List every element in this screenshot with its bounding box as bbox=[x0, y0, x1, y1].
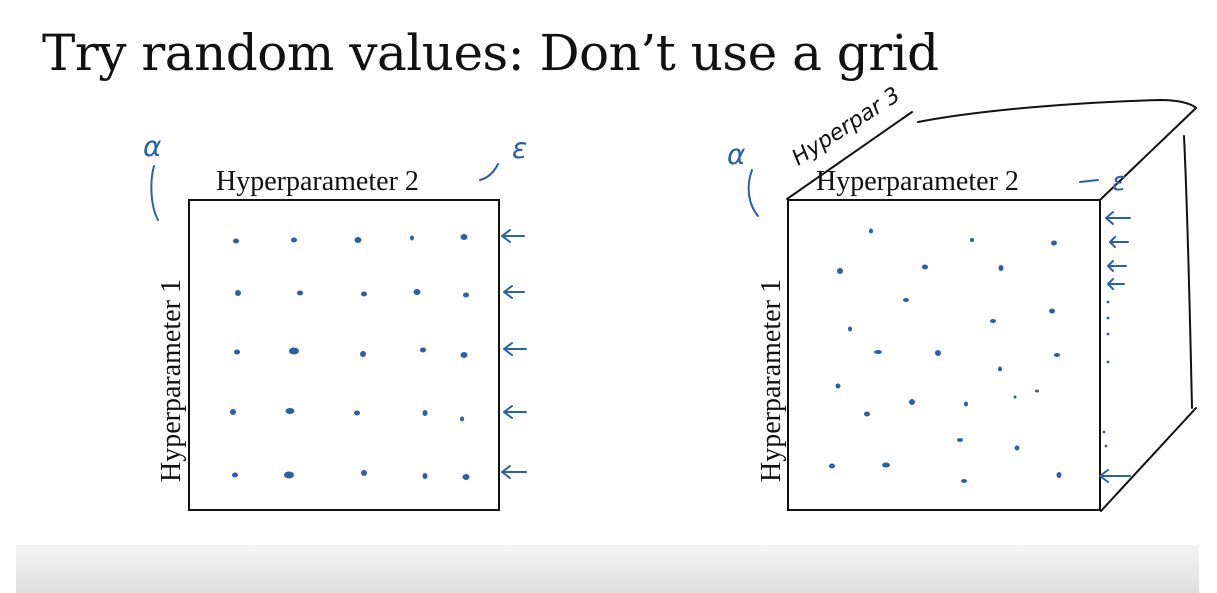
handwritten-text: α ε α ε bbox=[143, 130, 1126, 197]
random-point bbox=[835, 383, 841, 389]
grid-point bbox=[460, 352, 468, 358]
grid-point bbox=[361, 470, 367, 476]
random-point bbox=[998, 265, 1004, 271]
random-point bbox=[964, 401, 968, 407]
cube-top-right-edge bbox=[1100, 107, 1197, 200]
random-point bbox=[829, 463, 835, 469]
grid-point bbox=[361, 291, 367, 297]
cube-back-right-edge bbox=[1183, 135, 1193, 409]
left-epsilon-dash bbox=[479, 163, 499, 181]
left-x-axis-label: Hyperparameter 2 bbox=[216, 166, 419, 197]
grid-point bbox=[422, 473, 428, 479]
handwritten-annotations bbox=[150, 163, 1131, 483]
left-arrows bbox=[501, 229, 527, 479]
grid-point bbox=[462, 474, 470, 480]
random-point bbox=[935, 350, 941, 356]
random-point bbox=[869, 228, 873, 234]
random-point bbox=[1054, 353, 1060, 357]
left-alpha-bracket bbox=[150, 165, 159, 221]
grid-point bbox=[285, 408, 295, 414]
right-random-points bbox=[829, 228, 1062, 483]
random-point bbox=[998, 366, 1002, 372]
right-alpha-note: α bbox=[727, 138, 746, 171]
grid-point bbox=[289, 347, 299, 355]
footer-bar bbox=[16, 545, 1199, 593]
random-point bbox=[922, 264, 928, 270]
left-grid-points bbox=[230, 234, 470, 480]
grid-point bbox=[420, 347, 426, 353]
grid-point bbox=[360, 351, 366, 357]
random-point bbox=[903, 298, 909, 302]
grid-point bbox=[284, 471, 294, 479]
random-point bbox=[864, 411, 870, 417]
random-point bbox=[1013, 395, 1017, 399]
grid-point bbox=[413, 289, 421, 295]
right-x-axis-label: Hyperparameter 2 bbox=[816, 166, 1019, 197]
grid-point bbox=[230, 409, 236, 415]
grid-point bbox=[460, 234, 468, 240]
left-grid-box bbox=[188, 199, 500, 511]
random-point bbox=[957, 438, 963, 442]
grid-point bbox=[233, 238, 239, 244]
random-point bbox=[1051, 240, 1057, 246]
random-point bbox=[1049, 308, 1055, 314]
grid-point bbox=[460, 416, 464, 422]
random-point bbox=[909, 399, 915, 405]
cube-edges bbox=[786, 99, 1197, 512]
right-epsilon-dash bbox=[1079, 179, 1099, 183]
left-epsilon-note: ε bbox=[512, 132, 527, 165]
random-point bbox=[970, 238, 974, 242]
right-random-box bbox=[787, 199, 1101, 511]
random-point bbox=[882, 462, 890, 468]
random-point bbox=[837, 268, 843, 274]
cube-bottom-right-edge bbox=[1100, 407, 1197, 512]
random-point bbox=[990, 319, 996, 323]
right-side-dots bbox=[1102, 300, 1110, 448]
right-epsilon-note: ε bbox=[1112, 167, 1126, 197]
random-point bbox=[1035, 389, 1039, 393]
grid-point bbox=[232, 472, 238, 478]
grid-point bbox=[235, 290, 241, 296]
right-alpha-bracket bbox=[747, 169, 759, 217]
random-point bbox=[848, 326, 852, 332]
slide-title: Try random values: Don’t use a grid bbox=[42, 24, 939, 82]
random-point bbox=[1014, 445, 1020, 451]
grid-point bbox=[354, 410, 360, 416]
grid-point bbox=[354, 237, 362, 243]
grid-point bbox=[234, 349, 240, 355]
grid-point bbox=[291, 237, 297, 243]
random-point bbox=[1056, 472, 1062, 478]
grid-point bbox=[422, 410, 428, 416]
cube-top-left-edge bbox=[786, 111, 913, 200]
cube-back-top-edge bbox=[917, 99, 1197, 123]
random-point bbox=[874, 350, 882, 354]
grid-point bbox=[463, 292, 469, 298]
right-arrows bbox=[1099, 211, 1131, 483]
random-point bbox=[961, 479, 967, 483]
grid-point bbox=[297, 290, 303, 296]
grid-point bbox=[410, 235, 414, 241]
left-alpha-note: α bbox=[143, 130, 162, 163]
